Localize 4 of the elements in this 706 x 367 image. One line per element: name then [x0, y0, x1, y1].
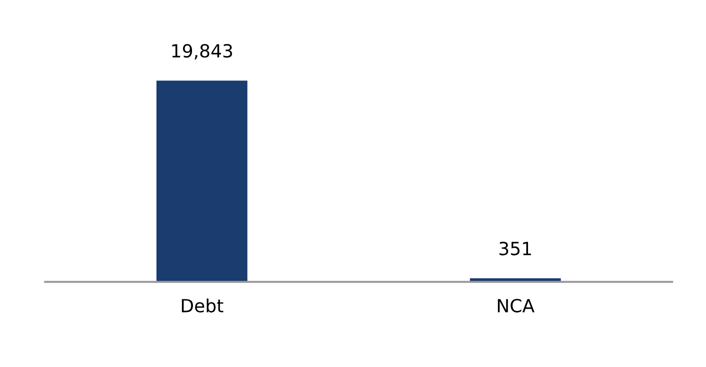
x-tick-label: Debt: [182, 298, 224, 312]
data-label: 351: [500, 242, 531, 256]
x-tick-label: NCA: [498, 298, 534, 312]
data-label: 19,843: [172, 44, 232, 60]
